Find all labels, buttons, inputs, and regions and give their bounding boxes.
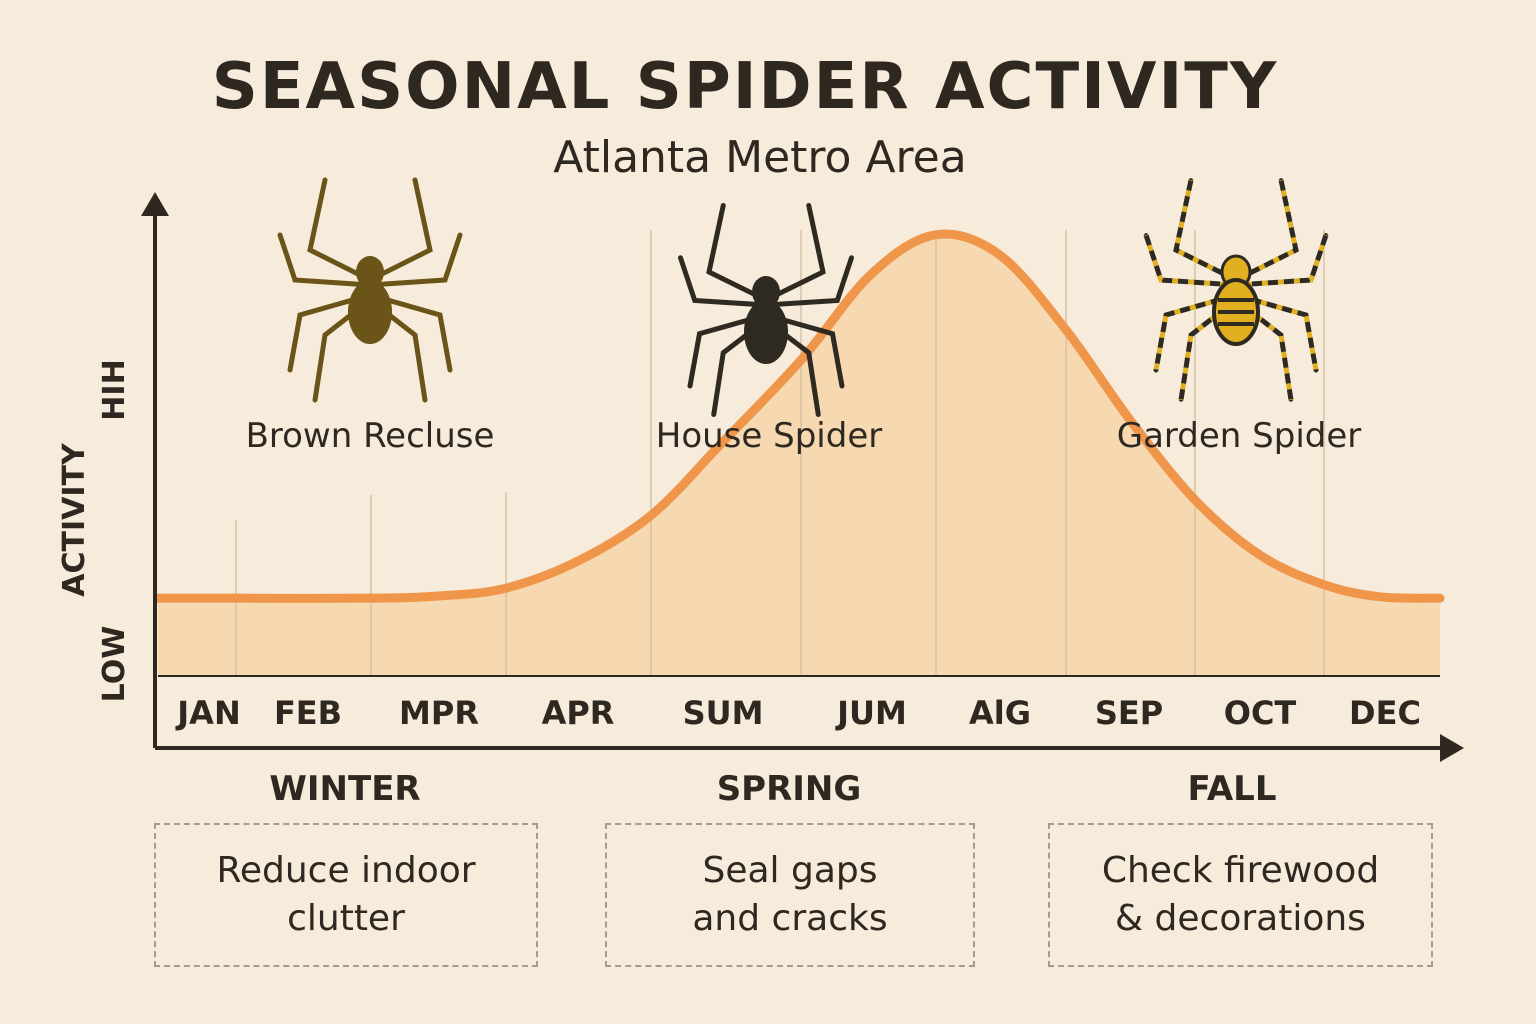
spider-label-brown-recluse: Brown Recluse	[246, 416, 495, 456]
spider-leg-stripe	[1235, 234, 1329, 288]
season-winter: WINTER	[269, 769, 420, 809]
x-tick-label: FEB	[274, 694, 342, 732]
chart-subtitle: Atlanta Metro Area	[553, 132, 966, 183]
y-tick-low: LOW	[97, 626, 132, 703]
spider-leg-stripe	[1143, 234, 1237, 288]
spider-leg	[1173, 177, 1239, 283]
spider-abdomen	[348, 280, 392, 344]
x-tick-label: JUM	[835, 694, 907, 732]
brown-recluse-icon	[277, 177, 463, 403]
x-tick-label: AlG	[969, 694, 1031, 732]
tip-box-fall: Check firewood & decorations	[1048, 823, 1433, 967]
y-axis-arrow-icon	[141, 192, 169, 216]
spider-leg-stripe	[1153, 292, 1237, 371]
y-axis-label: ACTIVITY	[57, 442, 92, 597]
x-tick-label: MPR	[399, 694, 479, 732]
x-tick-label: APR	[542, 694, 615, 732]
spider-label-house-spider: House Spider	[656, 416, 882, 456]
spider-leg	[307, 177, 373, 283]
spider-leg	[706, 203, 769, 303]
tip-text: and cracks	[692, 898, 888, 939]
spider-leg	[277, 232, 373, 288]
tip-text: Reduce indoor	[216, 850, 476, 891]
season-fall: FALL	[1188, 769, 1277, 809]
spider-leg	[367, 232, 463, 288]
spider-head	[356, 256, 384, 288]
season-spring: SPRING	[717, 769, 862, 809]
house-spider-icon	[678, 203, 854, 417]
spider-head	[752, 276, 780, 308]
activity-area	[158, 234, 1440, 676]
spider-leg	[763, 255, 854, 308]
spider-leg-stripe	[1235, 292, 1319, 371]
spider-leg	[678, 255, 769, 308]
x-tick-label: JAN	[175, 694, 240, 732]
spider-leg	[367, 292, 453, 373]
x-tick-label: DEC	[1349, 694, 1421, 732]
spider-label-garden-spider: Garden Spider	[1117, 416, 1362, 456]
spider-leg	[763, 312, 845, 389]
spider-leg	[287, 292, 373, 373]
x-tick-label: SUM	[683, 694, 764, 732]
spider-leg	[1233, 177, 1299, 283]
x-tick-label: OCT	[1224, 694, 1297, 732]
x-tick-label: SEP	[1095, 694, 1163, 732]
tip-text: Seal gaps	[702, 850, 878, 891]
y-tick-high: HIH	[97, 359, 132, 420]
spider-abdomen	[744, 300, 788, 364]
tip-text: Check firewood	[1101, 850, 1380, 891]
spider-leg	[367, 177, 433, 283]
chart-title: SEASONAL SPIDER ACTIVITY	[212, 50, 1279, 124]
tip-text: & decorations	[1115, 898, 1366, 939]
activity-line	[153, 229, 1445, 603]
spider-leg	[763, 203, 826, 303]
spider-leg	[687, 312, 769, 389]
tip-box-spring: Seal gaps and cracks	[605, 823, 975, 967]
garden-spider-icon	[1143, 177, 1329, 403]
tip-text: clutter	[287, 898, 405, 939]
x-axis-arrow-icon	[1440, 734, 1464, 762]
tip-box-winter: Reduce indoor clutter	[154, 823, 538, 967]
